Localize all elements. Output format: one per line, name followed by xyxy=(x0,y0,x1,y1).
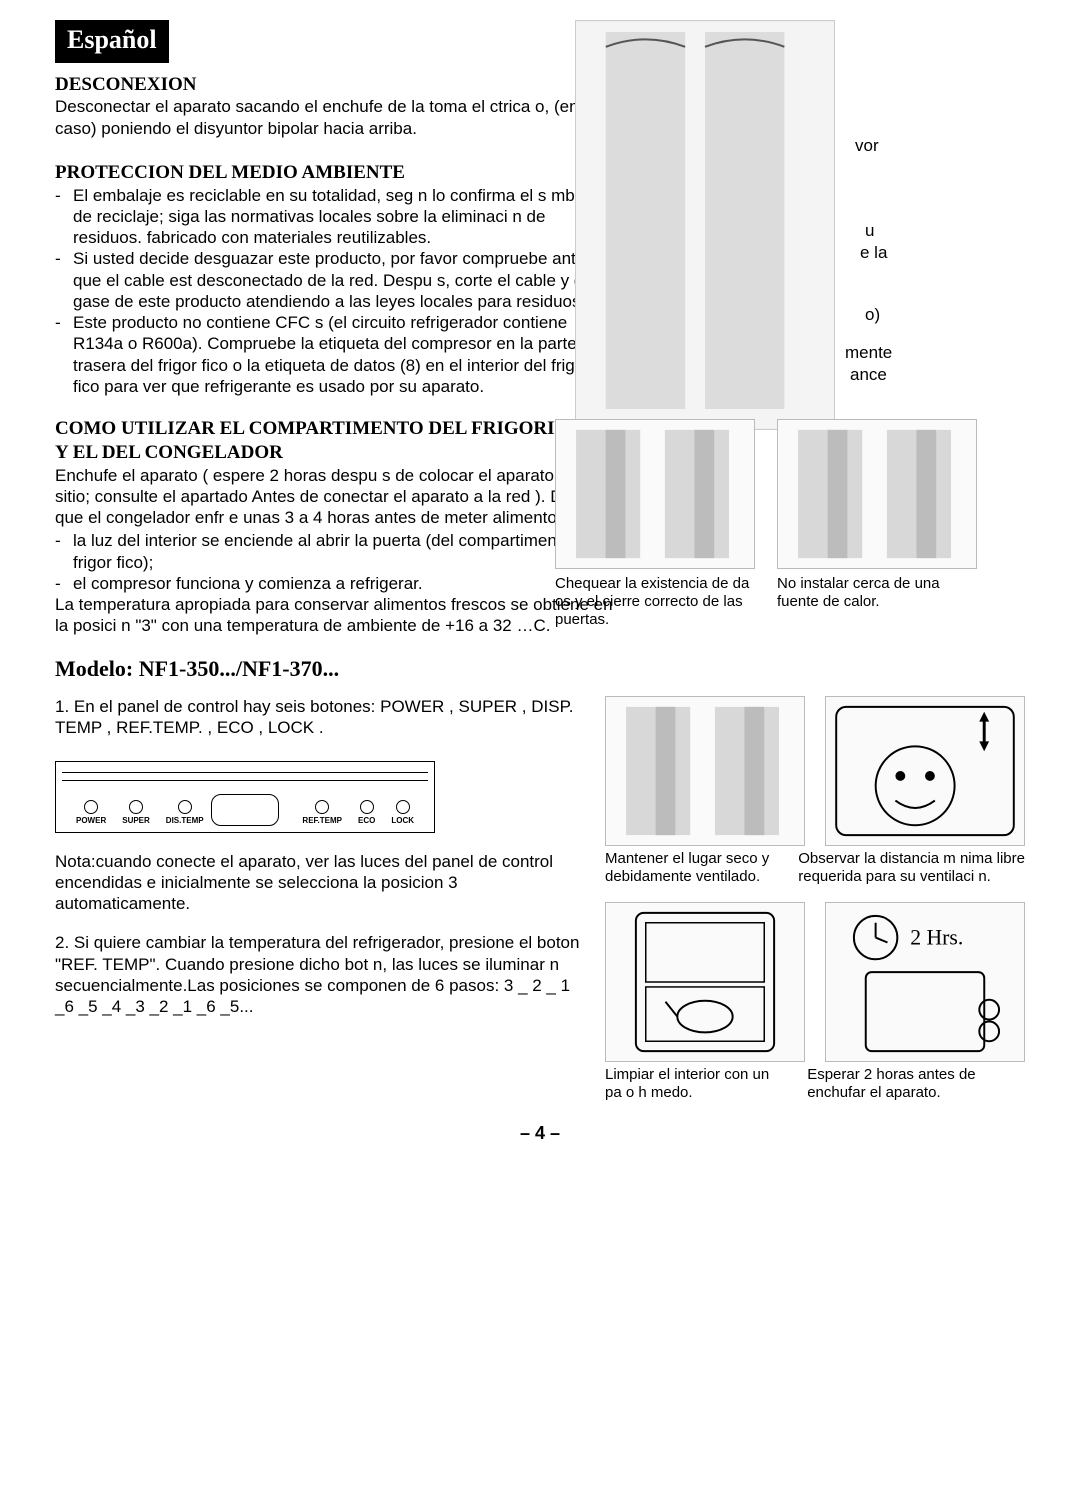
panel-button-label: POWER xyxy=(76,816,106,826)
control-panel-diagram: POWER SUPER DIS.TEMP REF.TEMP ECO LOCK xyxy=(55,761,435,833)
bullet-text: Este producto no contiene CFC s (el circ… xyxy=(73,312,615,397)
como-utilizar-p1: Enchufe el aparato ( espere 2 horas desp… xyxy=(55,465,615,529)
fragment-5: mente xyxy=(845,342,892,363)
bullet-item: - Si usted decide desguazar este product… xyxy=(55,248,615,312)
bullet-text: el compresor funciona y comienza a refri… xyxy=(73,573,615,594)
fragment-2: u xyxy=(865,220,874,241)
panel-button-label: DIS.TEMP xyxy=(166,816,204,826)
bullet-text: Si usted decide desguazar este producto,… xyxy=(73,248,615,312)
model-p1: 1. En el panel de control hay seis boton… xyxy=(55,696,585,739)
two-hrs-label: 2 Hrs. xyxy=(910,925,963,949)
panel-button-label: ECO xyxy=(358,816,375,826)
bullet-text: la luz del interior se enciende al abrir… xyxy=(73,530,615,573)
fragment-4: o) xyxy=(865,304,880,325)
proteccion-title: PROTECCION DEL MEDIO AMBIENTE xyxy=(55,161,615,185)
fragment-3: e la xyxy=(860,242,887,263)
desconexion-title: DESCONEXION xyxy=(55,73,615,97)
bullet-item: - Este producto no contiene CFC s (el ci… xyxy=(55,312,615,397)
model-nota: Nota:cuando conecte el aparato, ver las … xyxy=(55,851,585,915)
panel-button: REF.TEMP xyxy=(302,800,342,826)
illustration-heat xyxy=(777,419,977,569)
illustration-clearance xyxy=(825,696,1025,846)
panel-button: DIS.TEMP xyxy=(166,800,204,826)
panel-display xyxy=(211,794,279,826)
caption-5: Limpiar el interior con un pa o h medo. xyxy=(605,1066,787,1102)
bullet-item: - El embalaje es reciclable en su totali… xyxy=(55,185,615,249)
caption-6: Esperar 2 horas antes de enchufar el apa… xyxy=(807,1066,1025,1102)
illustration-doors xyxy=(555,419,755,569)
como-utilizar-p2: La temperatura apropiada para conservar … xyxy=(55,594,615,637)
panel-button-label: REF.TEMP xyxy=(302,816,342,826)
panel-button: POWER xyxy=(76,800,106,826)
illustration-ventilation xyxy=(605,696,805,846)
product-photo xyxy=(575,20,835,430)
panel-button: ECO xyxy=(358,800,375,826)
model-heading: Modelo: NF1-350.../NF1-370... xyxy=(55,655,1025,683)
como-utilizar-title: COMO UTILIZAR EL COMPARTIMENTO DEL FRIGO… xyxy=(55,417,615,465)
language-badge: Español xyxy=(55,20,169,63)
panel-button: LOCK xyxy=(391,800,414,826)
illustration-wait-2hrs: 2 Hrs. xyxy=(825,902,1025,1062)
caption-4: Observar la distancia m nima libre reque… xyxy=(798,850,1025,886)
fragment-6: ance xyxy=(850,364,887,385)
desconexion-text: Desconectar el aparato sacando el enchuf… xyxy=(55,96,615,139)
panel-button-label: LOCK xyxy=(391,816,414,826)
model-p2: 2. Si quiere cambiar la temperatura del … xyxy=(55,932,585,1017)
bullet-text: El embalaje es reciclable en su totalida… xyxy=(73,185,615,249)
caption-3: Mantener el lugar seco y debidamente ven… xyxy=(605,850,778,886)
fragment-1: vor xyxy=(855,135,879,156)
panel-button-label: SUPER xyxy=(122,816,150,826)
page-number: – 4 – xyxy=(55,1122,1025,1145)
bullet-item: - el compresor funciona y comienza a ref… xyxy=(55,573,615,594)
illustration-clean xyxy=(605,902,805,1062)
panel-button: SUPER xyxy=(122,800,150,826)
bullet-item: - la luz del interior se enciende al abr… xyxy=(55,530,615,573)
